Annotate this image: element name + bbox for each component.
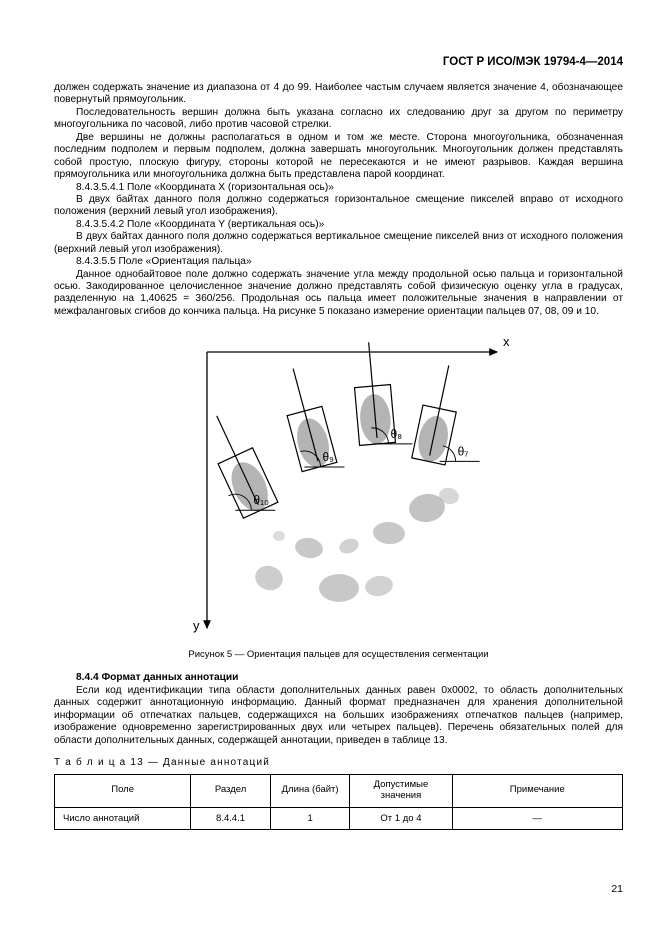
figure-5: x y θ₁₀ θ₉ θ₈ θ₇ [54,328,623,643]
td-note: — [452,807,622,829]
svg-text:θ₁₀: θ₁₀ [253,494,269,508]
table-caption: Т а б л и ц а 13 — Данные аннотаций [54,757,623,768]
page-content: ГОСТ Р ИСО/МЭК 19794-4—2014 должен содер… [54,56,623,895]
td-length: 1 [270,807,350,829]
document-id: ГОСТ Р ИСО/МЭК 19794-4—2014 [54,56,623,68]
table-header-row: Поле Раздел Длина (байт) Допустимые знач… [55,774,623,807]
svg-text:y: y [193,618,200,633]
paragraph: Данное однобайтовое поле должно содержат… [54,269,623,319]
page: ГОСТ Р ИСО/МЭК 19794-4—2014 должен содер… [0,0,661,935]
paragraph: 8.4.3.5.4.2 Поле «Координата Y (вертикал… [54,219,623,231]
paragraph: 8.4.3.5.4.1 Поле «Координата X (горизонт… [54,182,623,194]
th-field: Поле [55,774,191,807]
th-length: Длина (байт) [270,774,350,807]
th-note: Примечание [452,774,622,807]
figure-caption: Рисунок 5 — Ориентация пальцев для осуще… [54,649,623,660]
svg-text:θ₉: θ₉ [322,450,334,464]
table-row: Число аннотаций 8.4.4.1 1 От 1 до 4 — [55,807,623,829]
section-844: 8.4.4 Формат данных аннотации Если код и… [54,672,623,747]
paragraph: должен содержать значение из диапазона о… [54,82,623,107]
finger-orientation-diagram: x y θ₁₀ θ₉ θ₈ θ₇ [159,328,519,638]
table-caption-rest: 13 — Данные аннотаций [126,757,270,768]
paragraph: 8.4.3.5.5 Поле «Ориентация пальца» [54,256,623,268]
table-caption-prefix: Т а б л и ц а [54,757,126,768]
th-section: Раздел [191,774,271,807]
svg-text:θ₈: θ₈ [390,427,402,441]
paragraph: Последовательность вершин должна быть ук… [54,107,623,132]
paragraph: В двух байтах данного поля должно содерж… [54,231,623,256]
td-section: 8.4.4.1 [191,807,271,829]
annotation-table: Поле Раздел Длина (байт) Допустимые знач… [54,774,623,830]
svg-text:θ₇: θ₇ [457,445,468,459]
section-heading: 8.4.4 Формат данных аннотации [54,672,623,684]
paragraph: В двух байтах данного поля должно содерж… [54,194,623,219]
body-text-block-1: должен содержать значение из диапазона о… [54,82,623,318]
paragraph: Две вершины не должны располагаться в од… [54,132,623,182]
td-allowed: От 1 до 4 [350,807,452,829]
td-field: Число аннотаций [55,807,191,829]
th-allowed: Допустимые значения [350,774,452,807]
page-number: 21 [611,883,623,895]
paragraph: Если код идентификации типа области допо… [54,685,623,747]
svg-text:x: x [503,334,510,349]
